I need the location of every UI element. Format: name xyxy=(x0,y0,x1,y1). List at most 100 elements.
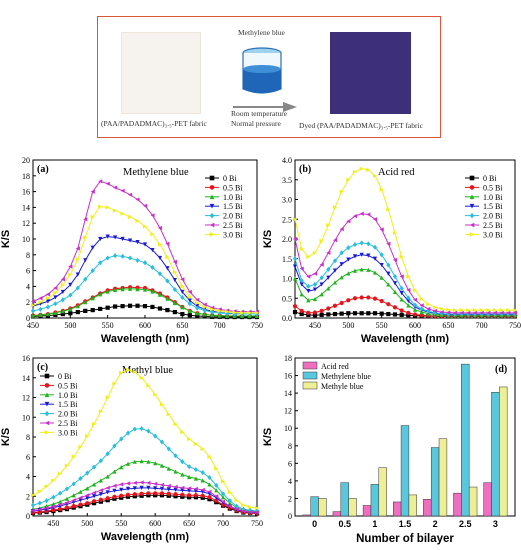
series-line-2 xyxy=(32,288,257,317)
data-point xyxy=(292,304,298,309)
data-point xyxy=(352,213,358,219)
series-line-0 xyxy=(32,494,258,515)
data-point xyxy=(366,267,371,272)
series-line-4 xyxy=(294,242,515,315)
data-point xyxy=(366,241,371,247)
x-tick-label: 650 xyxy=(442,321,454,330)
data-point xyxy=(406,274,411,279)
data-point xyxy=(292,217,298,222)
x-axis-label: Wavelength (nm) xyxy=(361,333,450,345)
data-point xyxy=(346,245,351,251)
data-point xyxy=(499,308,504,313)
data-point xyxy=(112,381,117,386)
data-point xyxy=(98,492,103,497)
data-point xyxy=(68,311,73,316)
data-point xyxy=(187,436,192,442)
data-point xyxy=(406,303,411,308)
bar xyxy=(400,425,410,517)
legend-label: Methyle blue xyxy=(321,382,364,391)
data-point xyxy=(119,482,124,487)
data-point xyxy=(75,246,80,251)
data-point xyxy=(83,258,88,263)
data-point xyxy=(139,480,144,485)
data-point xyxy=(135,257,140,263)
data-point xyxy=(180,284,185,289)
data-point xyxy=(142,242,148,247)
data-point xyxy=(180,459,185,465)
undyed-fabric-swatch xyxy=(121,32,201,114)
data-point xyxy=(193,486,199,491)
data-point xyxy=(214,466,219,471)
data-point xyxy=(346,219,351,224)
x-tick-label: 550 xyxy=(102,321,114,330)
dyed-fabric-swatch xyxy=(330,32,411,114)
data-point xyxy=(157,292,163,297)
data-point xyxy=(180,289,185,295)
y-tick-label: 4 xyxy=(26,282,30,291)
data-point xyxy=(180,311,185,317)
data-point xyxy=(173,453,178,459)
data-point xyxy=(306,254,311,259)
data-point xyxy=(326,266,331,272)
data-point xyxy=(202,307,207,314)
data-point xyxy=(112,443,117,449)
data-point xyxy=(37,500,42,506)
data-point xyxy=(392,281,398,286)
y-tick-label: 8 xyxy=(288,442,292,451)
data-point xyxy=(366,212,371,217)
data-point xyxy=(326,312,331,317)
y-tick-label: 2.5 xyxy=(282,215,292,224)
data-point xyxy=(83,300,88,305)
data-point xyxy=(91,482,97,487)
data-point xyxy=(187,486,192,491)
data-point xyxy=(234,503,239,509)
data-point xyxy=(119,493,124,498)
data-point xyxy=(247,310,252,315)
data-point xyxy=(132,426,137,432)
legend-marker xyxy=(44,383,50,388)
data-point xyxy=(207,495,212,500)
data-point xyxy=(332,311,338,317)
data-point xyxy=(352,311,358,316)
data-point xyxy=(172,270,177,275)
data-point xyxy=(75,304,80,309)
data-point xyxy=(90,245,95,250)
data-point xyxy=(241,508,246,514)
data-point xyxy=(187,313,192,318)
data-point xyxy=(339,275,344,280)
data-point xyxy=(439,306,444,312)
data-point xyxy=(85,486,90,491)
data-point xyxy=(135,287,140,292)
data-point xyxy=(452,310,458,315)
data-point xyxy=(146,383,151,388)
data-point xyxy=(60,311,65,317)
data-point xyxy=(45,296,51,301)
data-point xyxy=(180,485,185,490)
x-tick-label: 2.5 xyxy=(459,519,472,529)
data-point xyxy=(60,309,65,314)
data-point xyxy=(146,491,151,496)
data-point xyxy=(91,464,97,470)
data-point xyxy=(193,441,199,447)
data-point xyxy=(53,310,58,315)
data-point xyxy=(214,482,219,488)
data-point xyxy=(406,298,411,304)
y-tick-label: 0.0 xyxy=(282,314,292,323)
legend-marker xyxy=(44,392,50,398)
x-tick-label: 650 xyxy=(183,519,195,528)
data-point xyxy=(446,307,451,312)
data-point xyxy=(319,312,324,317)
data-point xyxy=(53,301,58,307)
data-point xyxy=(105,496,110,501)
data-point xyxy=(180,305,185,310)
data-point xyxy=(85,496,90,501)
data-point xyxy=(150,247,155,253)
data-point xyxy=(292,309,298,315)
data-point xyxy=(157,271,163,277)
data-point xyxy=(159,486,165,491)
data-point xyxy=(419,303,424,308)
data-point xyxy=(165,278,170,284)
data-point xyxy=(112,488,117,493)
data-point xyxy=(139,426,144,432)
y-tick-label: 18 xyxy=(22,172,30,181)
